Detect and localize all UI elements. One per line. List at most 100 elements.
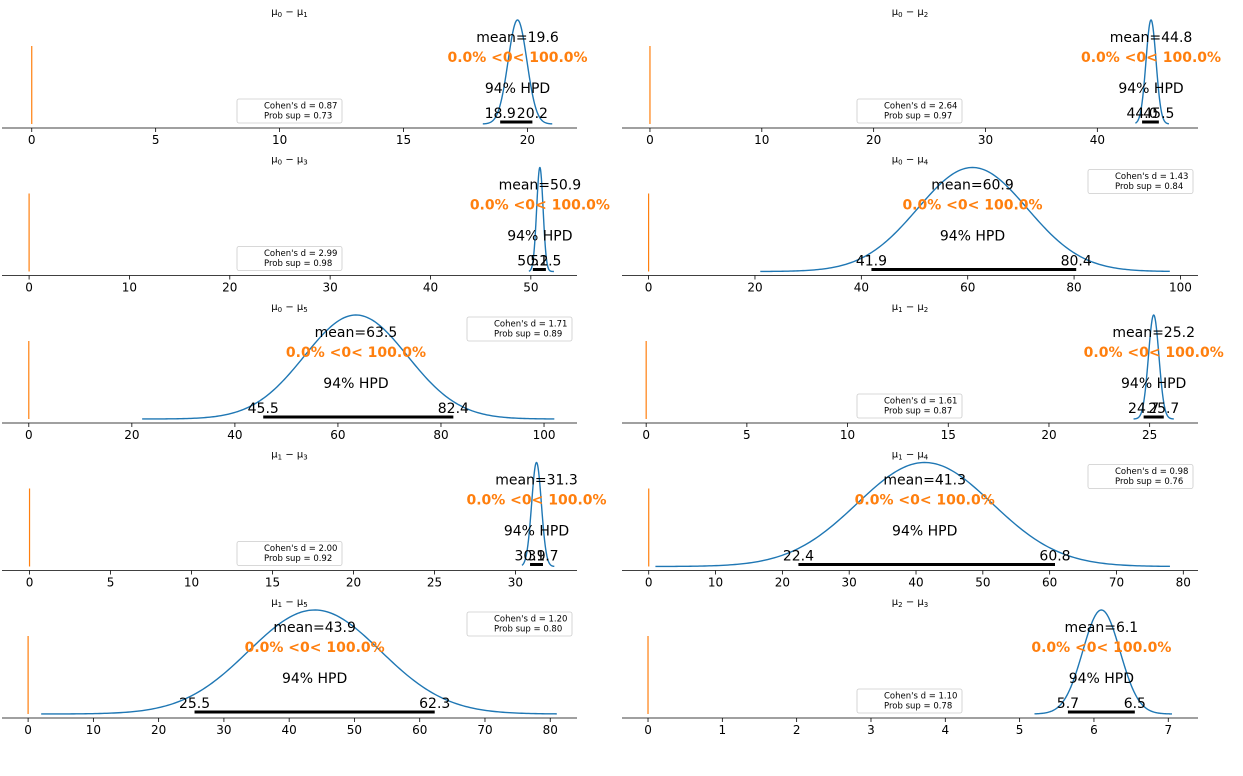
reference-probability-label: 0.0% <0< 100.0% <box>902 198 1042 214</box>
x-tick-label: 20 <box>747 281 762 295</box>
x-tick-label: 80 <box>543 723 558 737</box>
x-tick-label: 100 <box>1169 281 1192 295</box>
x-tick-label: 60 <box>1042 576 1057 590</box>
x-tick-label: 0 <box>642 428 650 442</box>
x-tick-label: 40 <box>1090 133 1105 147</box>
hpd-lower-label: 5.7 <box>1057 696 1079 712</box>
panel-title: μ1 − μ5 <box>271 597 307 609</box>
kde-curve <box>655 461 1170 568</box>
x-tick-label: 0 <box>25 281 33 295</box>
x-tick-label: 40 <box>854 281 869 295</box>
hpd-label: 94% HPD <box>504 524 569 540</box>
x-tick-label: 10 <box>708 576 723 590</box>
hpd-label: 94% HPD <box>507 229 572 245</box>
x-tick-label: 20 <box>346 576 361 590</box>
prob-sup-label: Prob sup = 0.78 <box>884 702 952 712</box>
kde-curve <box>528 166 554 273</box>
x-tick-label: 2 <box>793 723 801 737</box>
x-tick-label: 10 <box>122 281 137 295</box>
cohens-d-label: Cohen's d = 2.64 <box>884 102 957 112</box>
hpd-label: 94% HPD <box>282 671 347 687</box>
mean-label: mean=6.1 <box>1065 620 1139 636</box>
prob-sup-label: Prob sup = 0.97 <box>884 112 952 122</box>
reference-probability-label: 0.0% <0< 100.0% <box>447 50 587 66</box>
x-tick-label: 60 <box>412 723 427 737</box>
reference-probability-label: 0.0% <0< 100.0% <box>286 345 426 361</box>
x-tick-label: 5 <box>1016 723 1024 737</box>
x-tick-label: 25 <box>427 576 442 590</box>
x-tick-label: 40 <box>227 428 242 442</box>
mean-label: mean=41.3 <box>883 473 966 489</box>
x-tick-label: 25 <box>1142 428 1157 442</box>
x-tick-label: 0 <box>645 576 653 590</box>
cohens-d-label: Cohen's d = 1.61 <box>884 397 957 407</box>
hpd-upper-label: 25.7 <box>1148 401 1179 417</box>
x-tick-label: 50 <box>347 723 362 737</box>
x-tick-label: 50 <box>975 576 990 590</box>
x-tick-label: 30 <box>508 576 523 590</box>
hpd-lower-label: 22.4 <box>783 549 814 565</box>
x-tick-label: 100 <box>533 428 556 442</box>
hpd-upper-label: 80.4 <box>1061 254 1092 270</box>
kde-curve <box>482 19 553 125</box>
x-tick-label: 0 <box>28 133 36 147</box>
legend-box <box>1087 464 1194 489</box>
prob-sup-label: Prob sup = 0.87 <box>884 407 952 417</box>
x-tick-label: 30 <box>323 281 338 295</box>
x-tick-label: 20 <box>1041 428 1056 442</box>
posterior-panel: μ0 − μ5 0 20 40 60 80 100 45.5 82.4 mean=63.5 0.0%… <box>2 302 577 442</box>
x-tick-label: 15 <box>265 576 280 590</box>
hpd-lower-label: 50.2 <box>517 254 548 270</box>
hpd-label: 94% HPD <box>1121 376 1186 392</box>
x-tick-label: 20 <box>151 723 166 737</box>
legend-box <box>466 611 573 637</box>
x-tick-label: 30 <box>842 576 857 590</box>
prob-sup-label: Prob sup = 0.84 <box>1115 182 1183 192</box>
cohens-d-label: Cohen's d = 2.00 <box>264 544 337 554</box>
x-tick-label: 30 <box>216 723 231 737</box>
x-tick-label: 5 <box>743 428 751 442</box>
hpd-label: 94% HPD <box>485 81 550 97</box>
panel-title: μ0 − μ1 <box>271 7 307 19</box>
mean-label: mean=50.9 <box>499 178 582 194</box>
panel-title: μ0 − μ5 <box>271 302 307 314</box>
x-tick-label: 3 <box>867 723 875 737</box>
hpd-lower-label: 18.9 <box>485 106 516 122</box>
x-tick-label: 10 <box>754 133 769 147</box>
mean-label: mean=60.9 <box>931 178 1014 194</box>
x-tick-label: 0 <box>644 723 652 737</box>
hpd-lower-label: 45.5 <box>248 401 279 417</box>
posterior-panel: μ0 − μ3 0 10 20 30 40 50 50.251.5 mean=50.9 0.0% … <box>2 155 610 295</box>
prob-sup-label: Prob sup = 0.89 <box>494 330 562 340</box>
x-tick-label: 0 <box>24 723 32 737</box>
panel-title: μ0 − μ4 <box>892 155 929 167</box>
x-tick-label: 15 <box>941 428 956 442</box>
x-tick-label: 10 <box>86 723 101 737</box>
kde-curve <box>521 461 555 568</box>
reference-probability-label: 0.0% <0< 100.0% <box>470 198 610 214</box>
x-tick-label: 20 <box>124 428 139 442</box>
x-tick-label: 0 <box>25 428 33 442</box>
x-tick-label: 30 <box>978 133 993 147</box>
cohens-d-label: Cohen's d = 2.99 <box>264 249 337 259</box>
posterior-panel: μ0 − μ4 0 20 40 60 80 100 41.9 80.4 mean=60.9 0.0%… <box>622 155 1198 295</box>
hpd-upper-label: 82.4 <box>438 401 469 417</box>
kde-curve <box>1135 19 1170 125</box>
hpd-lower-label: 25.5 <box>179 696 210 712</box>
legend-box <box>236 246 343 271</box>
posterior-panel: μ1 − μ5 0 10 20 30 40 50 60 70 80 25.5 62.3 mean=43.… <box>2 597 577 737</box>
posterior-panel: μ2 − μ3 0 1 2 3 4 5 6 7 5.7 6.5 mean=6.1 0.0% <0< 10… <box>622 597 1198 737</box>
hpd-lower-label: 30.9 <box>514 549 545 565</box>
posterior-panel: μ1 − μ3 0 5 10 15 20 25 30 30.931.7 mean=31.3 0.0%… <box>2 450 607 590</box>
legend-box <box>856 393 963 419</box>
panel-title: μ0 − μ2 <box>892 7 928 19</box>
prob-sup-label: Prob sup = 0.76 <box>1115 477 1183 487</box>
legend-box <box>856 688 963 714</box>
hpd-label: 94% HPD <box>1069 671 1134 687</box>
